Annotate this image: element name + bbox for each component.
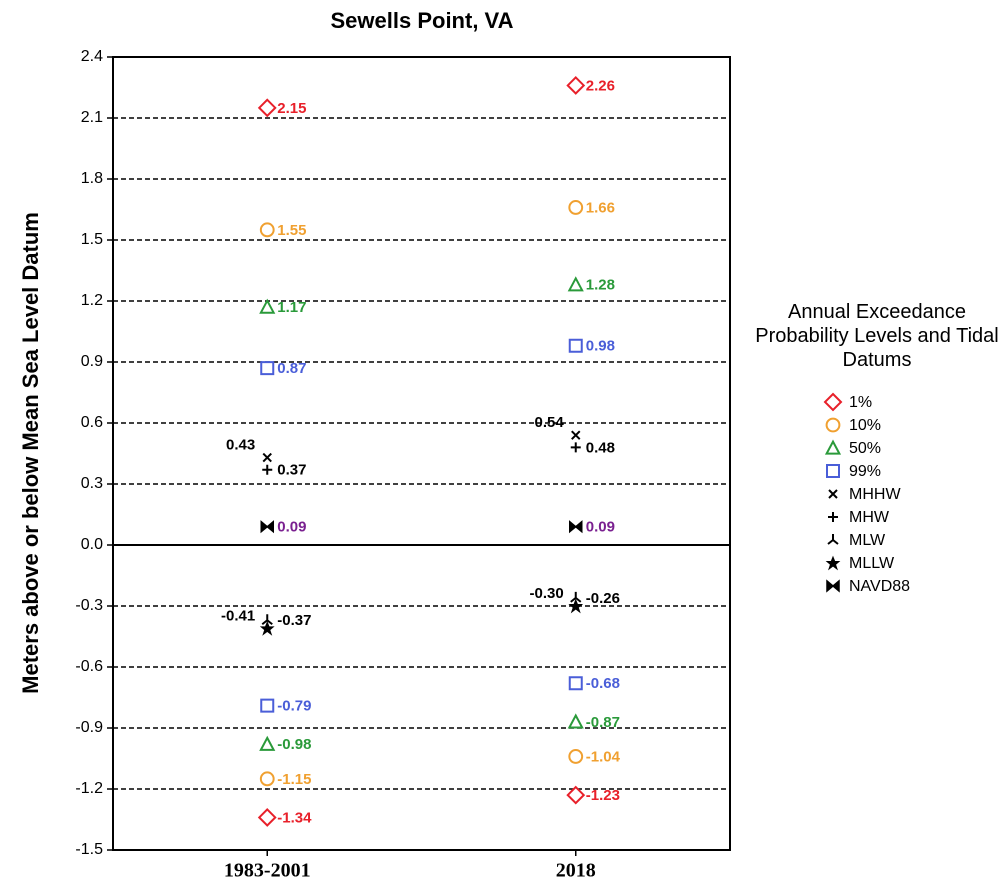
y-axis-label: Meters above or below Mean Sea Level Dat… [18,212,43,694]
y-tick-label: 0.9 [81,353,103,370]
data-point [568,676,583,691]
data-label: -1.23 [586,787,620,804]
data-label: 0.87 [277,360,306,377]
chart-title: Sewells Point, VA [331,8,514,33]
data-point [257,98,277,118]
data-label: -1.15 [277,771,311,788]
data-label: 2.26 [586,77,615,94]
data-point [566,76,586,95]
data-label: 1.28 [586,277,615,294]
y-tick-label: 0.6 [81,414,103,431]
data-label: -0.26 [586,590,620,607]
legend-label: MHHW [849,486,901,503]
data-label: 0.98 [586,338,615,355]
data-label: -0.41 [221,607,255,624]
y-tick-label: -0.3 [75,597,103,614]
y-tick-label: 0.0 [81,536,103,553]
data-point [568,200,584,215]
y-tick-label: 2.1 [81,109,103,126]
data-label: 0.54 [535,414,565,431]
legend-marker [826,579,840,593]
data-point [260,698,275,713]
x-tick-label: 2018 [556,860,596,882]
data-point [570,591,582,603]
data-label: 0.37 [277,462,306,479]
y-tick-label: -1.2 [75,780,103,797]
y-tick-label: 0.3 [81,475,103,492]
data-label: -1.34 [277,809,312,826]
data-point [259,222,275,238]
data-point [260,361,275,376]
data-label: -0.79 [277,698,311,715]
data-label: 0.09 [586,519,615,536]
data-point [571,430,581,440]
data-point [568,749,584,764]
data-point [257,808,277,827]
legend-label: MLW [849,532,886,549]
data-label: -0.37 [277,612,311,629]
data-point [259,621,275,636]
legend-marker [826,464,840,478]
legend-label: 99% [849,463,881,480]
data-label: -1.04 [586,748,621,765]
data-point [567,713,584,729]
legend-label: 50% [849,440,881,457]
data-point [259,735,276,751]
data-point [568,598,584,614]
legend-label: NAVD88 [849,578,910,595]
data-point [570,442,581,453]
data-label: -0.30 [530,585,564,602]
data-label: -0.98 [277,736,311,753]
data-label: 0.48 [586,439,615,456]
data-label: 1.66 [586,199,615,216]
legend-marker [828,512,838,522]
data-point [262,452,272,463]
legend-label: 10% [849,417,881,434]
data-point [569,520,583,534]
legend-label: MHW [849,509,890,526]
data-point [262,464,273,475]
data-label: 1.55 [277,222,306,239]
plot-frame [112,56,731,851]
legend-marker [825,555,841,571]
legend-marker [827,534,839,545]
y-tick-label: -0.9 [75,719,103,736]
data-point [260,520,274,534]
legend-label: 1% [849,394,872,411]
data-point [568,338,583,353]
data-label: 1.17 [277,299,306,316]
x-tick-label: 1983-2001 [224,860,311,882]
legend-label: MLLW [849,555,895,572]
data-label: 2.15 [277,100,306,117]
legend-marker [823,392,843,412]
data-label: -0.68 [586,675,620,692]
data-point [566,785,586,805]
y-tick-label: 1.2 [81,292,103,309]
data-label: 0.09 [277,519,306,536]
data-point [567,276,584,292]
data-label: -0.87 [586,714,620,731]
legend-marker [824,439,842,455]
y-tick-label: 1.8 [81,170,103,187]
y-tick-label: 2.4 [81,48,103,65]
legend-title: Annual Exceedance Probability Levels and… [755,301,998,371]
data-label: 0.43 [226,437,255,454]
data-point [259,771,275,787]
data-point [259,298,276,314]
legend-marker [828,489,838,499]
y-tick-label: 1.5 [81,231,103,248]
y-tick-label: -0.6 [75,658,103,675]
legend-marker [825,417,841,433]
data-point [261,614,273,626]
y-tick-label: -1.5 [75,841,103,858]
